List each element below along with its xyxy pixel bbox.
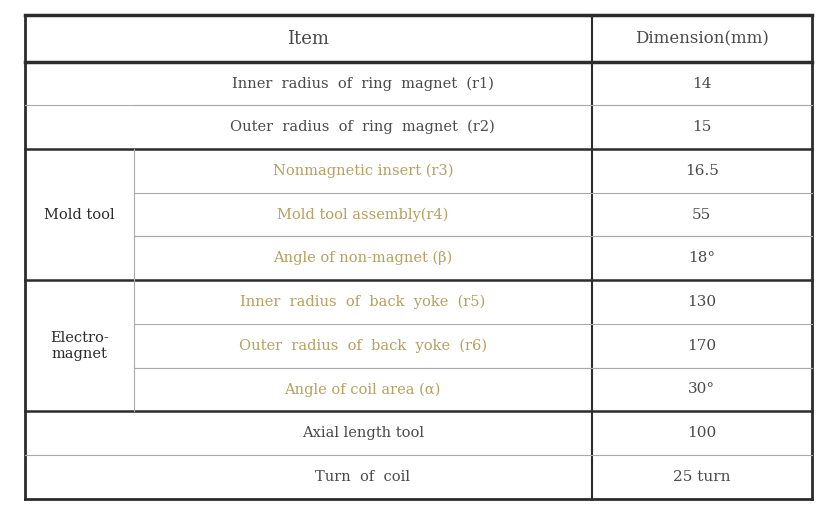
Text: Turn  of  coil: Turn of coil [315, 470, 410, 484]
Text: Mold tool: Mold tool [44, 208, 115, 222]
Text: 30°: 30° [687, 382, 715, 396]
Text: 14: 14 [691, 77, 711, 90]
Text: Dimension(mm): Dimension(mm) [634, 30, 767, 47]
Text: Item: Item [287, 29, 329, 48]
Text: Electro-
magnet: Electro- magnet [50, 331, 109, 361]
Text: Mold tool assembly(r4): Mold tool assembly(r4) [277, 208, 448, 222]
Text: 16.5: 16.5 [684, 164, 718, 178]
Text: 100: 100 [686, 426, 716, 440]
Text: 18°: 18° [687, 251, 715, 265]
Text: Angle of coil area (α): Angle of coil area (α) [284, 382, 441, 396]
Text: Angle of non-magnet (β): Angle of non-magnet (β) [273, 251, 451, 265]
Bar [25, 15, 811, 62]
Text: 130: 130 [686, 295, 716, 309]
Text: Axial length tool: Axial length tool [302, 426, 423, 440]
Text: Nonmagnetic insert (r3): Nonmagnetic insert (r3) [273, 164, 452, 178]
Text: 25 turn: 25 turn [672, 470, 730, 484]
Text: Outer  radius  of  ring  magnet  (r2): Outer radius of ring magnet (r2) [230, 120, 495, 134]
Text: Inner  radius  of  ring  magnet  (r1): Inner radius of ring magnet (r1) [232, 77, 493, 90]
Text: 170: 170 [686, 339, 716, 353]
Text: Outer  radius  of  back  yoke  (r6): Outer radius of back yoke (r6) [238, 339, 487, 353]
Text: Inner  radius  of  back  yoke  (r5): Inner radius of back yoke (r5) [240, 295, 485, 309]
Text: 15: 15 [691, 120, 711, 134]
Text: 55: 55 [691, 208, 711, 222]
